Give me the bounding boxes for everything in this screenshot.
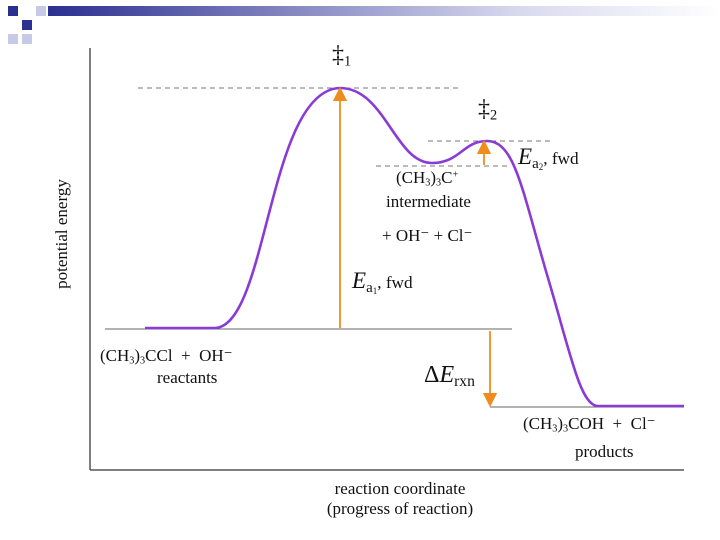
x-axis-sublabel: (progress of reaction) [326, 499, 474, 518]
decor-square [22, 20, 32, 30]
products-formula: (CH3)3COH + Cl⁻ [523, 414, 656, 435]
energy-curve [145, 86, 684, 408]
intermediate-label: intermediate [386, 192, 471, 211]
x-axis-label: reaction coordinate [334, 479, 466, 498]
y-axis-label: potential energy [52, 179, 71, 289]
header-gradient-bar [48, 6, 720, 16]
ts2-label: ‡2 [478, 96, 498, 124]
reactants-formula: (CH3)3CCl + OH⁻ [100, 346, 233, 367]
ea1-label: Ea1, fwd [352, 268, 413, 296]
decor-square [22, 34, 32, 44]
ts1-label: ‡1 [332, 42, 352, 70]
intermediate-formula: (CH3)3C+ [396, 168, 459, 189]
intermediate-other-species: + OH⁻ + Cl⁻ [382, 226, 473, 245]
decor-square [8, 6, 18, 16]
reactants-label: reactants [157, 368, 218, 387]
products-label: products [575, 442, 634, 461]
delta-e-rxn-label: ΔErxn [424, 362, 475, 390]
decor-square [8, 34, 18, 44]
decor-square [36, 6, 46, 16]
ea2-label: Ea2, fwd [518, 144, 579, 172]
